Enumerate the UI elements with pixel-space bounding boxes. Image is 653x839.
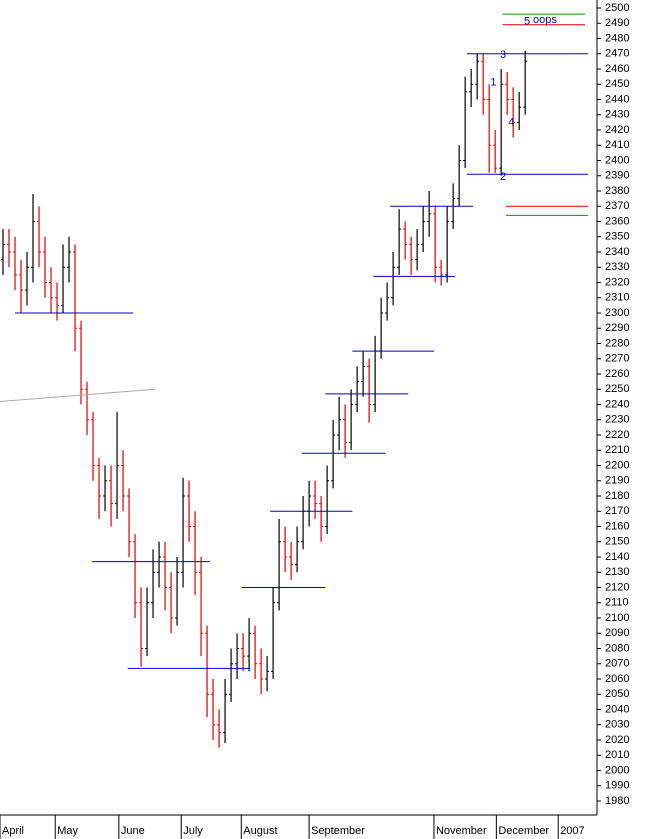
x-tick-label: September (311, 825, 365, 837)
y-tick-label: 2480 (605, 32, 629, 44)
y-tick-label: 2460 (605, 63, 629, 75)
x-tick-label: April (2, 825, 24, 837)
y-tick-label: 2470 (605, 48, 629, 60)
annotation: 1 (490, 77, 496, 89)
y-tick-label: 2340 (605, 246, 629, 258)
y-tick-label: 2400 (605, 154, 629, 166)
annotation: 2 (500, 171, 506, 183)
x-tick-label: August (243, 825, 277, 837)
y-tick-label: 2270 (605, 353, 629, 365)
y-tick-label: 2160 (605, 520, 629, 532)
y-tick-label: 2500 (605, 2, 629, 14)
y-tick-label: 2200 (605, 459, 629, 471)
y-tick-label: 2040 (605, 703, 629, 715)
y-tick-label: 2430 (605, 109, 629, 121)
y-tick-label: 2380 (605, 185, 629, 197)
annotation: 5 (524, 16, 530, 28)
y-tick-label: 2060 (605, 673, 629, 685)
y-tick-label: 2280 (605, 337, 629, 349)
y-tick-label: 2250 (605, 383, 629, 395)
y-tick-label: 2010 (605, 749, 629, 761)
y-tick-label: 2350 (605, 231, 629, 243)
y-tick-label: 1980 (605, 795, 629, 807)
y-tick-label: 2140 (605, 551, 629, 563)
x-tick-label: November (436, 825, 487, 837)
y-tick-label: 2100 (605, 612, 629, 624)
y-tick-label: 2130 (605, 566, 629, 578)
y-tick-label: 2360 (605, 215, 629, 227)
y-tick-label: 2080 (605, 642, 629, 654)
y-tick-label: 2230 (605, 414, 629, 426)
y-tick-label: 2000 (605, 764, 629, 776)
y-tick-label: 2070 (605, 658, 629, 670)
y-tick-label: 2020 (605, 734, 629, 746)
y-tick-label: 2210 (605, 444, 629, 456)
y-tick-label: 2170 (605, 505, 629, 517)
y-tick-label: 2320 (605, 276, 629, 288)
x-tick-label: December (498, 825, 549, 837)
y-tick-label: 2220 (605, 429, 629, 441)
y-tick-label: 2050 (605, 688, 629, 700)
y-tick-label: 2390 (605, 170, 629, 182)
y-tick-label: 2440 (605, 93, 629, 105)
y-tick-label: 2260 (605, 368, 629, 380)
y-tick-label: 2410 (605, 139, 629, 151)
y-tick-label: 2370 (605, 200, 629, 212)
annotation: 4 (508, 116, 514, 128)
y-tick-label: 2420 (605, 124, 629, 136)
y-tick-label: 2310 (605, 292, 629, 304)
y-tick-label: 2240 (605, 398, 629, 410)
annotation: 3 (500, 49, 506, 61)
x-tick-label: May (57, 825, 78, 837)
y-tick-label: 2330 (605, 261, 629, 273)
y-tick-label: 2090 (605, 627, 629, 639)
y-tick-label: 2490 (605, 17, 629, 29)
x-tick-label: 2007 (560, 825, 584, 837)
y-tick-label: 1990 (605, 780, 629, 792)
y-tick-label: 2120 (605, 581, 629, 593)
y-tick-label: 2290 (605, 322, 629, 334)
y-tick-label: 2180 (605, 490, 629, 502)
x-tick-label: June (121, 825, 145, 837)
y-tick-label: 2030 (605, 719, 629, 731)
y-tick-label: 2450 (605, 78, 629, 90)
annotation: oops (533, 14, 557, 26)
trend-line (0, 388, 155, 402)
y-tick-label: 2190 (605, 475, 629, 487)
y-tick-label: 2300 (605, 307, 629, 319)
y-tick-label: 2150 (605, 536, 629, 548)
y-tick-label: 2110 (605, 597, 629, 609)
x-tick-label: July (183, 825, 203, 837)
